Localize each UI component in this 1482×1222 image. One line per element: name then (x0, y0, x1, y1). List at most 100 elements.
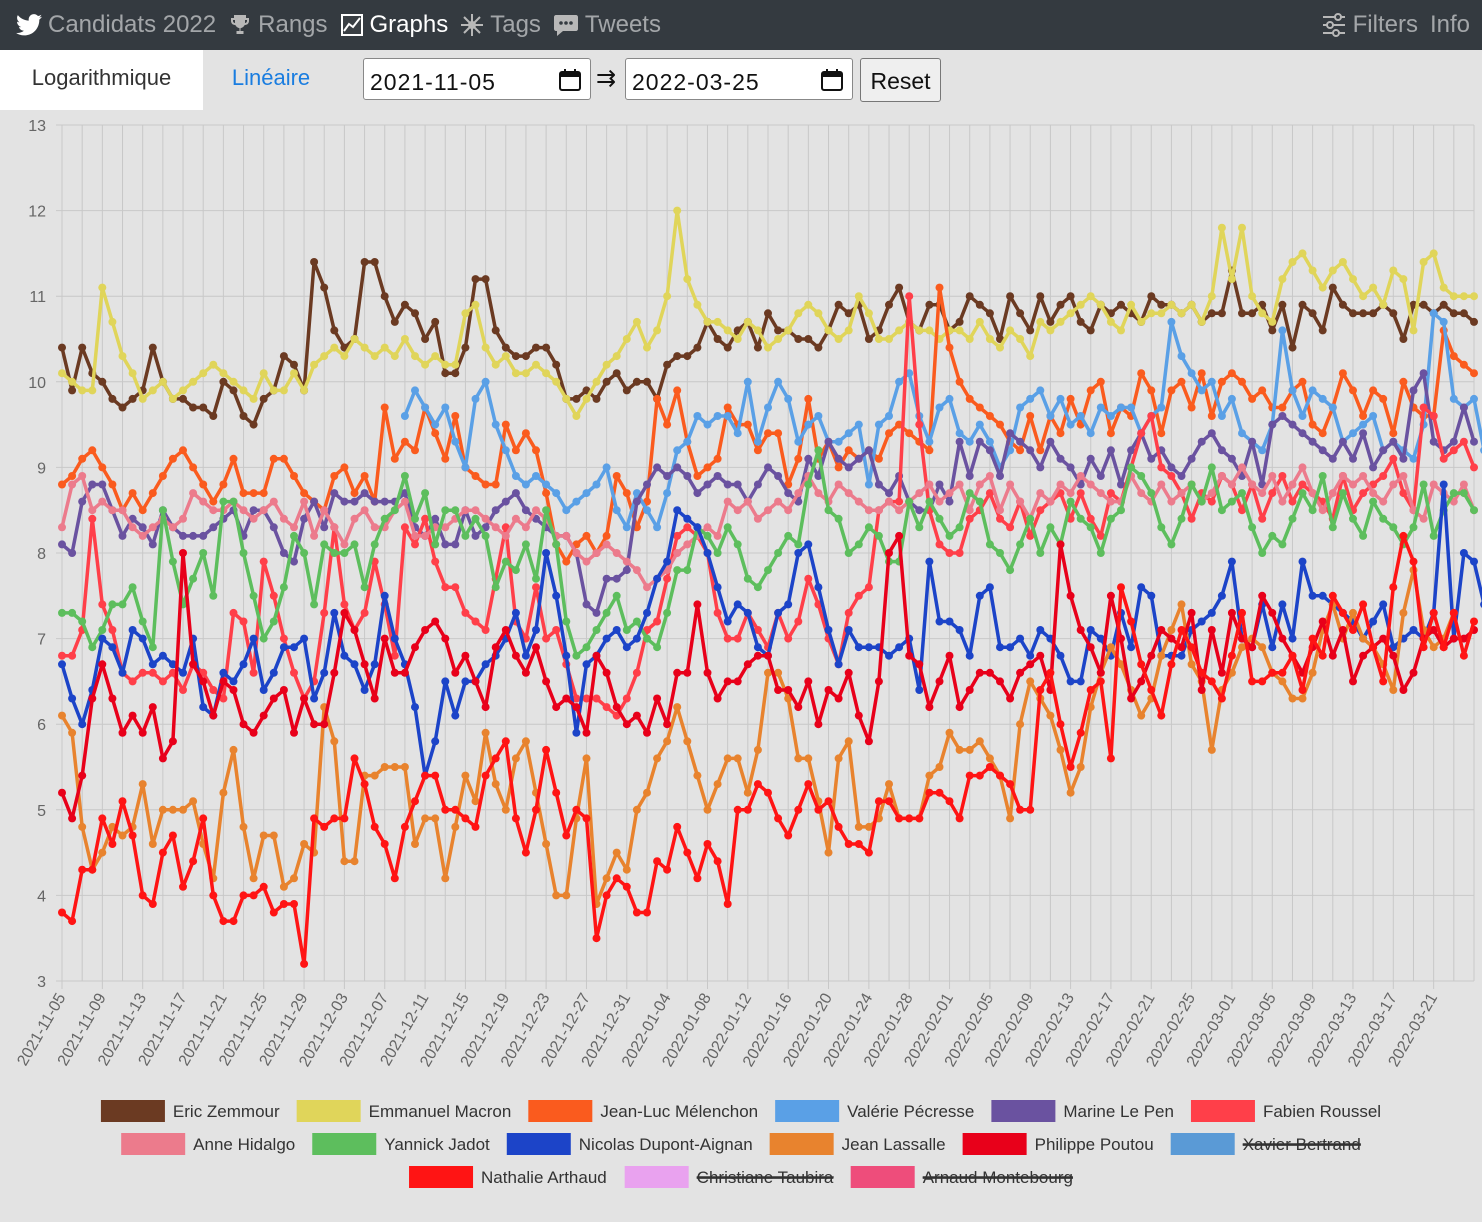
data-point (1106, 591, 1115, 600)
data-point (411, 703, 419, 712)
calendar-icon[interactable] (820, 68, 844, 92)
data-point (592, 934, 601, 943)
grid: 3456789101112132021-11-052021-11-092021-… (14, 118, 1475, 1070)
data-point (229, 686, 238, 694)
data-point (68, 651, 77, 660)
data-point (511, 566, 520, 575)
data-point (360, 472, 369, 480)
data-point (1197, 668, 1206, 677)
data-point (1076, 489, 1085, 498)
data-point (411, 514, 419, 523)
data-point (219, 677, 228, 686)
data-point (1318, 446, 1327, 455)
y-tick-label: 4 (37, 888, 46, 905)
data-point (1419, 514, 1428, 523)
legend-item[interactable]: Philippe Poutou (962, 1133, 1154, 1155)
date-to-input[interactable]: 2022-03-25 (625, 58, 853, 100)
data-point (592, 377, 601, 386)
legend-item[interactable]: Yannick Jadot (312, 1133, 490, 1155)
legend-item[interactable]: Arnaud Montebourg (850, 1166, 1073, 1188)
nav-info[interactable]: Info (1430, 11, 1470, 39)
data-point (168, 831, 177, 840)
data-point (784, 531, 793, 540)
reset-button[interactable]: Reset (860, 58, 941, 102)
legend-item[interactable]: Fabien Roussel (1190, 1100, 1381, 1122)
legend-item[interactable]: Jean Lassalle (769, 1133, 946, 1155)
data-point (390, 763, 399, 771)
data-point (1389, 429, 1398, 438)
legend-item[interactable]: Eric Zemmour (100, 1100, 280, 1122)
data-point (1288, 386, 1297, 395)
data-point (996, 343, 1004, 352)
data-point (310, 600, 319, 609)
data-point (723, 403, 732, 412)
data-point (1026, 660, 1035, 669)
nav-filters[interactable]: Filters (1321, 11, 1418, 39)
legend-item[interactable]: Nicolas Dupont-Aignan (506, 1133, 753, 1155)
tab-lineaire[interactable]: Linéaire (231, 65, 311, 90)
data-point (965, 506, 974, 515)
data-point (733, 506, 742, 515)
legend-item[interactable]: Xavier Bertrand (1170, 1133, 1361, 1155)
data-point (1298, 300, 1307, 309)
legend-label: Marine Le Pen (1063, 1102, 1174, 1121)
data-point (1369, 643, 1378, 652)
legend-item[interactable]: Jean-Luc Mélenchon (528, 1100, 758, 1122)
data-point (1288, 651, 1297, 660)
data-point (98, 463, 107, 472)
data-point (118, 531, 127, 540)
legend-item[interactable]: Nathalie Arthaud (409, 1166, 607, 1188)
data-point (88, 480, 97, 489)
data-point (985, 763, 994, 771)
data-point (138, 506, 147, 515)
data-point (1338, 489, 1347, 498)
data-point (400, 437, 409, 446)
data-point (461, 463, 470, 472)
data-point (965, 437, 974, 446)
data-point (764, 651, 772, 660)
data-point (814, 343, 823, 352)
data-point (1036, 463, 1045, 472)
data-point (612, 574, 621, 583)
data-point (774, 326, 783, 335)
data-point (542, 840, 551, 848)
data-point (1167, 626, 1176, 634)
tab-logarithmique[interactable]: Logarithmique (0, 50, 203, 110)
data-point (340, 814, 349, 823)
data-point (1207, 677, 1216, 686)
data-point (1258, 446, 1267, 455)
data-point (78, 617, 87, 626)
data-point (1429, 626, 1438, 634)
legend-item[interactable]: Valérie Pécresse (775, 1100, 974, 1122)
brand-link[interactable]: Candidats 2022 (16, 11, 216, 39)
data-point (179, 531, 187, 540)
calendar-icon[interactable] (558, 68, 582, 92)
legend-item[interactable]: Emmanuel Macron (296, 1100, 512, 1122)
data-point (935, 763, 944, 771)
nav-rangs[interactable]: Rangs (228, 11, 328, 39)
data-point (703, 549, 712, 557)
data-point (703, 523, 712, 532)
legend-item[interactable]: Marine Le Pen (991, 1100, 1174, 1122)
date-from-input[interactable]: 2021-11-05 (363, 58, 591, 100)
data-point (1137, 317, 1146, 326)
nav-tweets[interactable]: Tweets (553, 11, 661, 39)
data-point (1227, 275, 1236, 284)
data-point (743, 660, 752, 669)
data-point (1177, 651, 1186, 660)
data-point (68, 608, 77, 617)
data-point (622, 566, 631, 575)
data-point (421, 360, 430, 369)
data-point (1217, 506, 1226, 515)
data-point (259, 882, 268, 891)
nav-graphs[interactable]: Graphs (340, 11, 448, 39)
data-point (582, 660, 591, 669)
data-point (673, 822, 682, 831)
legend-item[interactable]: Christiane Taubira (624, 1166, 834, 1188)
data-point (804, 420, 813, 429)
data-point (168, 394, 177, 403)
data-point (743, 608, 752, 617)
data-point (814, 309, 823, 318)
nav-tags[interactable]: Tags (460, 11, 541, 39)
legend-item[interactable]: Anne Hidalgo (121, 1133, 295, 1155)
